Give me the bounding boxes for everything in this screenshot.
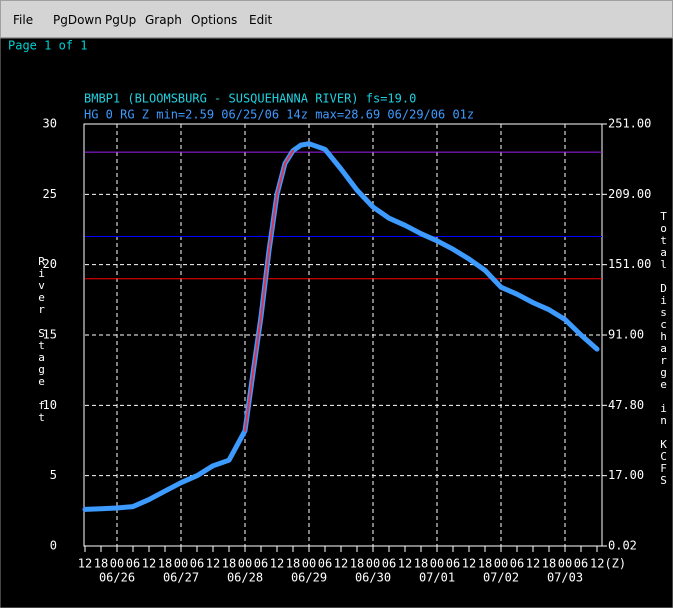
- y2-tick-label: 47.80: [608, 398, 644, 412]
- date-label: 06/27: [163, 571, 199, 585]
- y-tick-label: 0: [50, 539, 57, 553]
- x-tick-label: 12: [334, 557, 348, 571]
- y-tick-label: 20: [43, 257, 57, 271]
- x-tick-label: 06: [254, 557, 268, 571]
- x-tick-label: 18: [414, 557, 428, 571]
- chart-title: BMBP1 (BLOOMSBURG - SUSQUEHANNA RIVER) f…: [84, 92, 416, 106]
- date-label: 07/03: [547, 571, 583, 585]
- date-label: 06/29: [291, 571, 327, 585]
- x-tick-label: 06: [190, 557, 204, 571]
- x-tick-label: 12: [78, 557, 92, 571]
- x-tick-label: 12: [462, 557, 476, 571]
- x-tick-label: 12: [270, 557, 284, 571]
- y-tick-label: 15: [43, 328, 57, 342]
- y-axis-label: River Stage ft: [35, 255, 48, 423]
- y2-tick-label: 209.00: [608, 187, 651, 201]
- menu-item[interactable]: Graph: [145, 13, 182, 27]
- menu-item[interactable]: Edit: [249, 13, 273, 27]
- x-tick-label: 12: [526, 557, 540, 571]
- x-tick-label: 06: [126, 557, 140, 571]
- x-tick-label: 06: [318, 557, 332, 571]
- menu-item[interactable]: PgUp: [105, 13, 137, 27]
- y2-tick-label: 151.00: [608, 257, 651, 271]
- date-label: 06/28: [227, 571, 263, 585]
- y-tick-label: 25: [43, 187, 57, 201]
- y2-tick-label: 0.02: [608, 539, 637, 553]
- x-tick-label: 06: [510, 557, 524, 571]
- y2-tick-label: 17.00: [608, 468, 644, 482]
- date-label: 06/30: [355, 571, 391, 585]
- chart: Page 1 of 1 BMBP1 (BLOOMSBURG - SUSQUEHA…: [0, 38, 673, 608]
- y2-axis-label: Total Discharge in KCFS: [657, 210, 670, 486]
- chart-background: [0, 38, 673, 608]
- menu-bar: File PgDown PgUp Graph Options Edit: [0, 0, 673, 38]
- y-tick-label: 5: [50, 468, 57, 482]
- date-label: 07/02: [483, 571, 519, 585]
- date-label: 07/01: [419, 571, 455, 585]
- chart-subtitle: HG 0 RG Z min=2.59 06/25/06 14z max=28.6…: [84, 108, 474, 122]
- x-tick-label: 06: [446, 557, 460, 571]
- menu-item[interactable]: Options: [191, 13, 238, 27]
- x-tick-label: 00: [558, 557, 572, 571]
- x-tick-label: 00: [110, 557, 124, 571]
- x-tick-label: 00: [238, 557, 252, 571]
- x-tick-label: 18: [158, 557, 172, 571]
- x-tick-label: 00: [494, 557, 508, 571]
- y-tick-label: 30: [43, 117, 57, 131]
- menu-item[interactable]: PgDown: [53, 13, 102, 27]
- x-tick-label: 00: [302, 557, 316, 571]
- x-tick-label: 06: [382, 557, 396, 571]
- page-label: Page 1 of 1: [8, 39, 87, 53]
- x-tick-label: 12: [398, 557, 412, 571]
- x-tick-label: 18: [350, 557, 364, 571]
- x-tick-label: 18: [542, 557, 556, 571]
- x-tick-label: 12: [206, 557, 220, 571]
- x-tick-label: 12(Z): [590, 557, 626, 571]
- x-tick-label: 18: [222, 557, 236, 571]
- menu-item[interactable]: File: [13, 13, 34, 27]
- data-line: [244, 149, 294, 432]
- data-line: [82, 141, 600, 512]
- x-tick-label: 00: [430, 557, 444, 571]
- x-tick-label: 00: [174, 557, 188, 571]
- x-tick-label: 18: [478, 557, 492, 571]
- x-tick-label: 18: [94, 557, 108, 571]
- y-tick-label: 10: [43, 398, 57, 412]
- x-tick-label: 06: [574, 557, 588, 571]
- x-tick-label: 18: [286, 557, 300, 571]
- x-tick-label: 00: [366, 557, 380, 571]
- date-label: 06/26: [99, 571, 135, 585]
- x-tick-label: 12: [142, 557, 156, 571]
- y2-tick-label: 91.00: [608, 328, 644, 342]
- y2-tick-label: 251.00: [608, 117, 651, 131]
